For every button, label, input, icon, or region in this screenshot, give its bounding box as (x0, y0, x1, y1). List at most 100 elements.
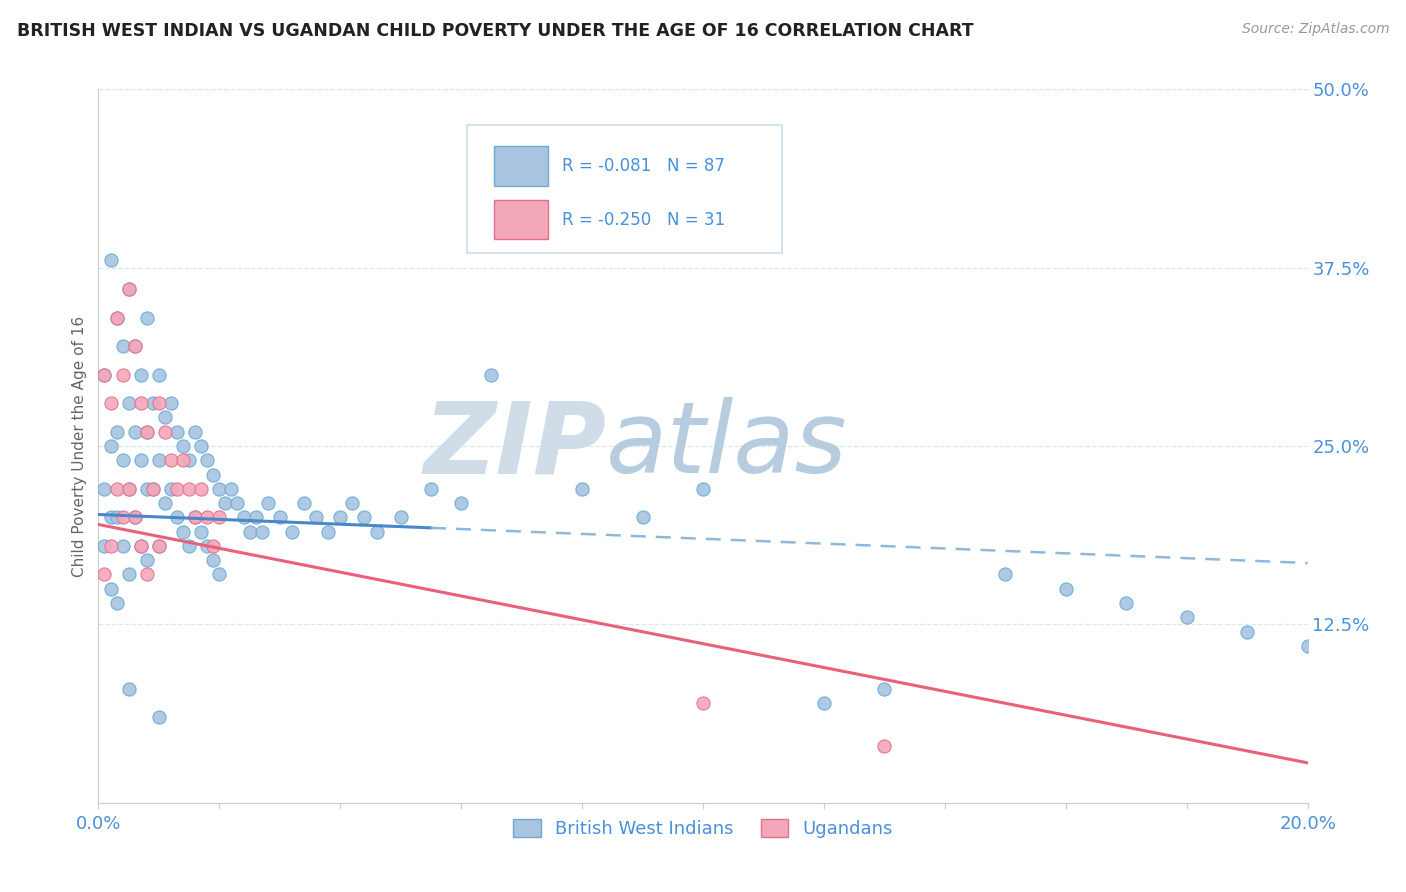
Point (631, 510, 654, 524)
Point (135, 567, 157, 582)
Point (190, 439, 212, 453)
Point (292, 496, 315, 510)
Point (195, 539, 218, 553)
Point (93, 567, 115, 582)
Point (184, 510, 207, 524)
Point (450, 496, 472, 510)
Point (571, 482, 593, 496)
Text: Source: ZipAtlas.com: Source: ZipAtlas.com (1241, 22, 1389, 37)
Point (221, 482, 243, 496)
Point (118, 282, 141, 296)
Point (172, 439, 194, 453)
Point (135, 425, 157, 439)
Point (124, 339, 146, 353)
Point (105, 482, 128, 496)
Point (214, 496, 236, 510)
Point (166, 482, 188, 496)
Point (366, 524, 388, 539)
Point (179, 453, 201, 467)
Point (420, 482, 443, 496)
Point (135, 553, 157, 567)
Point (305, 510, 328, 524)
Text: R = -0.250   N = 31: R = -0.250 N = 31 (561, 211, 724, 228)
Point (195, 453, 218, 467)
Point (329, 510, 352, 524)
Point (281, 524, 304, 539)
Point (389, 510, 412, 524)
Point (100, 510, 122, 524)
Point (190, 524, 212, 539)
Point (118, 482, 141, 496)
Point (160, 396, 183, 410)
Point (100, 396, 122, 410)
Point (190, 482, 212, 496)
Point (184, 425, 207, 439)
Point (111, 539, 134, 553)
Text: R = -0.081   N = 87: R = -0.081 N = 87 (561, 157, 724, 175)
Point (118, 681, 141, 696)
Y-axis label: Child Poverty Under the Age of 16: Child Poverty Under the Age of 16 (72, 316, 87, 576)
Point (135, 482, 157, 496)
Point (208, 567, 231, 582)
Point (135, 425, 157, 439)
Point (111, 453, 134, 467)
Point (129, 368, 152, 382)
Point (129, 539, 152, 553)
Point (202, 539, 225, 553)
Point (202, 553, 225, 567)
Point (160, 453, 183, 467)
Point (111, 339, 134, 353)
Point (129, 453, 152, 467)
FancyBboxPatch shape (494, 200, 548, 239)
Point (208, 482, 231, 496)
Point (994, 567, 1017, 582)
Point (124, 339, 146, 353)
Point (692, 696, 714, 710)
Point (142, 482, 165, 496)
Point (250, 524, 273, 539)
Point (172, 524, 194, 539)
Point (1175, 610, 1198, 624)
Point (208, 510, 231, 524)
Point (342, 496, 364, 510)
Point (93, 368, 115, 382)
Point (813, 696, 835, 710)
Point (172, 453, 194, 467)
Point (129, 539, 152, 553)
Point (166, 425, 188, 439)
Point (105, 596, 128, 610)
Point (245, 510, 267, 524)
Point (118, 567, 141, 582)
Point (111, 510, 134, 524)
Point (269, 510, 291, 524)
Point (100, 253, 122, 268)
Point (148, 396, 170, 410)
Point (105, 425, 128, 439)
Point (160, 482, 183, 496)
Point (93, 539, 115, 553)
Point (100, 539, 122, 553)
Point (148, 710, 170, 724)
Point (873, 739, 896, 753)
Point (692, 482, 714, 496)
Point (239, 524, 262, 539)
Point (195, 510, 218, 524)
Point (142, 482, 165, 496)
Point (148, 539, 170, 553)
Point (153, 425, 176, 439)
Point (100, 439, 122, 453)
Point (124, 425, 146, 439)
Text: ZIP: ZIP (423, 398, 606, 494)
Point (118, 482, 141, 496)
Point (1115, 596, 1137, 610)
Point (148, 453, 170, 467)
Point (166, 510, 188, 524)
Point (316, 524, 339, 539)
Point (118, 282, 141, 296)
Point (1236, 624, 1258, 639)
Point (226, 496, 249, 510)
Point (179, 539, 201, 553)
Text: atlas: atlas (606, 398, 848, 494)
Point (256, 496, 278, 510)
Legend: British West Indians, Ugandans: British West Indians, Ugandans (506, 812, 900, 845)
